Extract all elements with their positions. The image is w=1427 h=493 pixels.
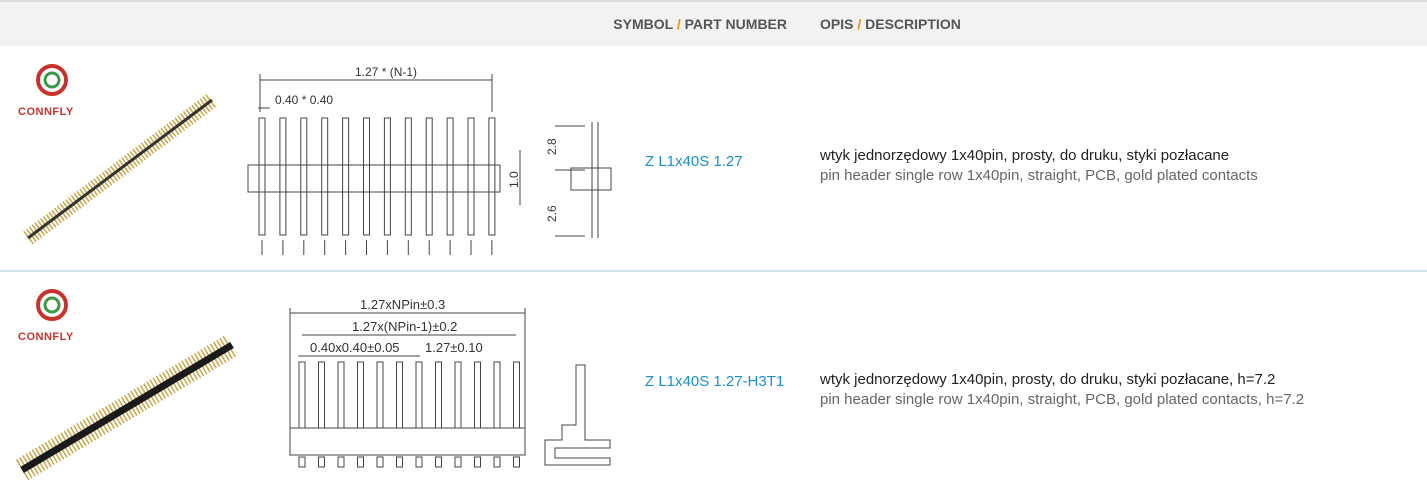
header-bg	[0, 0, 1427, 46]
drawing-line	[337, 361, 345, 429]
drawing-line	[300, 117, 308, 236]
dimension-label: 2.8	[545, 138, 559, 155]
dimension-label: 0.40 * 0.40	[275, 93, 333, 107]
drawing-line	[493, 456, 501, 468]
drawing-line	[318, 361, 325, 429]
drawing-line	[425, 117, 433, 236]
dimension-label: 1.0	[507, 171, 521, 188]
drawing-line	[474, 361, 481, 429]
drawing-line	[454, 361, 462, 429]
drawing-line	[321, 117, 329, 236]
drawing-line	[404, 117, 412, 236]
drawing-line	[493, 361, 501, 429]
drawing-line	[415, 361, 423, 429]
drawing-line	[363, 117, 370, 236]
logo: CONNFLY	[18, 289, 74, 343]
drawing-line	[454, 456, 462, 468]
description-pl: wtyk jednorzędowy 1x40pin, prosty, do dr…	[819, 147, 1229, 164]
drawing-line	[446, 117, 454, 236]
drawing-line	[435, 361, 442, 429]
logo: CONNFLY	[18, 64, 74, 118]
header-symbol-sub: PART NUMBER	[685, 16, 787, 32]
drawing-line	[396, 361, 403, 429]
drawing-line	[337, 456, 345, 468]
drawing-line	[513, 456, 520, 468]
header-symbol: SYMBOL / PART NUMBER	[613, 16, 787, 32]
dimension-label: 1.27±0.10	[425, 340, 483, 355]
part-number: Z L1x40S 1.27	[645, 153, 743, 170]
dimension-label: 1.27xNPin±0.3	[360, 297, 445, 312]
dimension-label: 1.27x(NPin-1)±0.2	[352, 319, 457, 334]
description-en: pin header single row 1x40pin, straight,…	[820, 167, 1258, 184]
drawing-line	[376, 361, 384, 429]
drawing-line	[342, 117, 350, 236]
drawing-line	[357, 456, 364, 468]
drawing-line	[357, 361, 364, 429]
drawing-line	[258, 117, 266, 236]
dimension-label: 2.6	[545, 205, 559, 222]
drawing-line	[279, 117, 287, 236]
header-desc-sub: DESCRIPTION	[865, 16, 961, 32]
technical-drawing: 1.27xNPin±0.3 1.27x(NPin-1)±0.2 0.40x0.4…	[289, 297, 611, 468]
drawing-line	[435, 456, 442, 468]
drawing-line	[415, 456, 423, 468]
header-symbol-main: SYMBOL	[613, 16, 673, 32]
logo-text: CONNFLY	[18, 331, 74, 343]
drawing-line	[488, 117, 496, 236]
product-photo	[15, 334, 239, 481]
part-number: Z L1x40S 1.27-H3T1	[645, 373, 784, 390]
drawing-line	[298, 361, 306, 429]
drawing-line	[298, 456, 306, 468]
drawing-line	[383, 117, 391, 236]
drawing-line	[376, 456, 384, 468]
drawing-line	[318, 456, 325, 468]
drawing-line	[474, 456, 481, 468]
header-sep: /	[857, 16, 861, 32]
drawing-line	[396, 456, 403, 468]
header-desc-main: OPIS	[820, 16, 853, 32]
technical-drawing: 1.27 * (N-1) 0.40 * 0.40 2.8 1.0 2.6	[247, 65, 612, 255]
header-sep: /	[677, 16, 681, 32]
drawing-line	[467, 117, 475, 236]
drawing-line	[513, 361, 520, 429]
description-en: pin header single row 1x40pin, straight,…	[820, 391, 1304, 408]
header-description: OPIS / DESCRIPTION	[820, 16, 961, 32]
description-pl: wtyk jednorzędowy 1x40pin, prosty, do dr…	[819, 371, 1275, 388]
product-photo	[23, 93, 217, 245]
dimension-label: 1.27 * (N-1)	[355, 65, 417, 79]
logo-text: CONNFLY	[18, 106, 74, 118]
dimension-label: 0.40x0.40±0.05	[310, 340, 400, 355]
